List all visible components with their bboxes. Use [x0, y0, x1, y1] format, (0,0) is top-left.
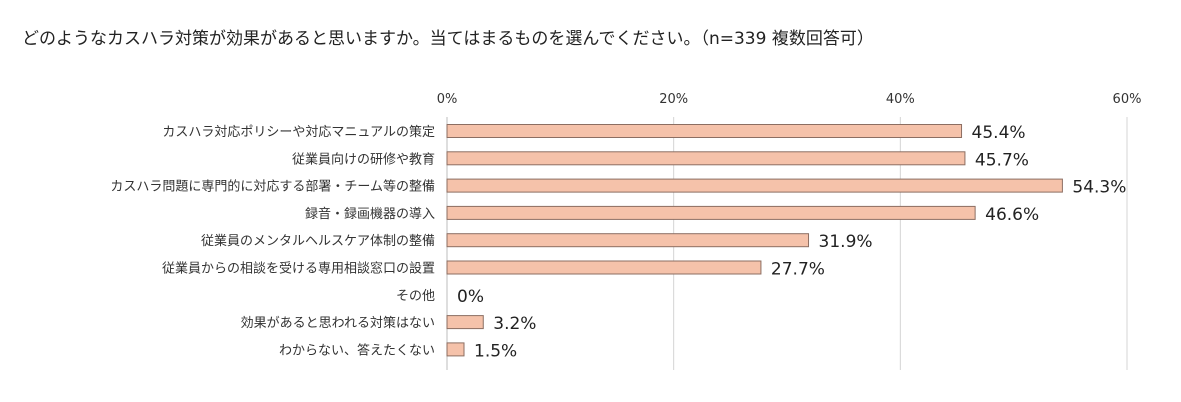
chart-title: どのようなカスハラ対策が効果があると思いますか。当てはまるものを選んでください。…: [22, 29, 874, 49]
category-label: 効果があると思われる対策はない: [241, 315, 435, 331]
data-label: 31.9%: [819, 232, 873, 252]
category-labels: カスハラ対応ポリシーや対応マニュアルの策定従業員向けの研修や教育カスハラ問題に専…: [110, 124, 435, 358]
x-tick-label: 40%: [886, 92, 915, 107]
data-labels: 45.4% 45.7% 54.3% 46.6% 31.9% 27.7% 0% 3.2% 1.5%: [457, 123, 1126, 361]
category-label: その他: [396, 289, 435, 304]
category-label: 従業員のメンタルヘルスケア体制の整備: [201, 233, 435, 249]
x-axis: 0% 20% 40% 60%: [437, 92, 1142, 107]
bar: [446, 124, 963, 138]
category-label: 従業員からの相談を受ける専用相談窓口の設置: [162, 261, 435, 277]
bar: [446, 233, 810, 248]
data-label: 46.6%: [985, 205, 1039, 225]
data-label: 45.7%: [975, 150, 1029, 170]
x-tick-label: 20%: [659, 92, 688, 107]
data-label: 54.3%: [1072, 178, 1126, 198]
category-label: 従業員向けの研修や教育: [292, 151, 435, 167]
bar: [446, 205, 976, 220]
x-tick-label: 60%: [1113, 92, 1142, 107]
category-label: 録音・録画機器の導入: [305, 206, 435, 222]
bar: [446, 178, 1063, 193]
bar: [446, 315, 484, 330]
category-label: カスハラ問題に専門的に対応する部署・チーム等の整備: [110, 179, 435, 195]
data-label: 0%: [457, 287, 484, 307]
bar: [446, 342, 465, 357]
bar: [446, 260, 762, 275]
x-tick-label: 0%: [437, 92, 458, 107]
data-label: 1.5%: [474, 341, 517, 361]
category-label: カスハラ対応ポリシーや対応マニュアルの策定: [162, 124, 435, 140]
data-label: 45.4%: [972, 123, 1026, 143]
data-label: 27.7%: [771, 260, 825, 280]
data-label: 3.2%: [493, 314, 536, 334]
bar: [446, 151, 966, 166]
category-label: わからない、答えたくない: [279, 342, 435, 358]
bars: [446, 124, 1063, 357]
